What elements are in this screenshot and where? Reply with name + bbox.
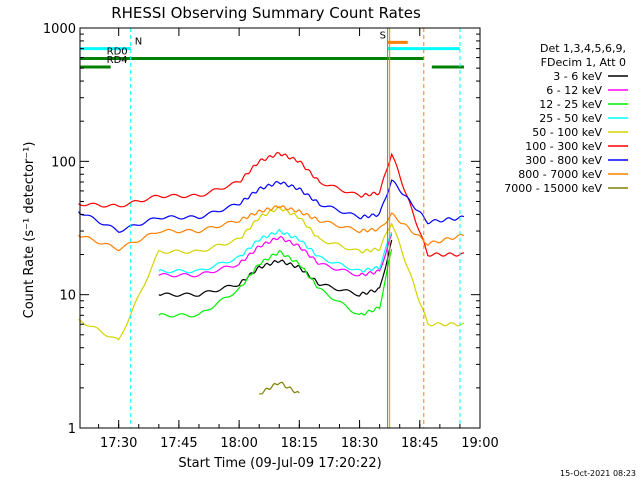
y-tick-label: 1000	[43, 22, 76, 37]
x-tick-label: 17:30	[100, 436, 137, 451]
y-tick-label: 100	[51, 155, 76, 170]
y-tick-label: 10	[59, 289, 76, 304]
flag-label: S	[380, 30, 386, 41]
legend-entry-label: 100 - 300 keV	[525, 140, 602, 153]
flag-label: RD4	[107, 55, 128, 66]
footer-timestamp: 15-Oct-2021 08:23	[560, 469, 636, 478]
legend-header-line-1: Det 1,3,4,5,6,9,	[540, 42, 626, 55]
series-line	[78, 179, 465, 233]
series-line	[259, 381, 300, 395]
chart-title: RHESSI Observing Summary Count Rates	[111, 4, 421, 22]
series-line	[78, 151, 464, 257]
series-line	[158, 239, 393, 297]
x-tick-label: 18:00	[220, 436, 257, 451]
legend-entry-label: 12 - 25 keV	[539, 98, 602, 111]
series-line-segment	[78, 151, 464, 257]
series-line-segment	[158, 233, 393, 278]
y-axis: 1 10 100 1000	[43, 22, 480, 437]
series-line-segment	[158, 228, 393, 274]
series-line	[78, 205, 465, 341]
legend-entry-label: 3 - 6 keV	[553, 70, 602, 83]
legend-entry-label: 6 - 12 keV	[546, 84, 602, 97]
legend-entry-label: 50 - 100 keV	[532, 126, 602, 139]
legend-header-line-2: FDecim 1, Att 0	[541, 56, 626, 69]
series-line	[158, 233, 393, 278]
legend: Det 1,3,4,5,6,9, FDecim 1, Att 0 3 - 6 k…	[504, 42, 628, 195]
legend-entry-label: 300 - 800 keV	[525, 154, 602, 167]
series-line-segment	[158, 248, 393, 318]
y-axis-label: Count Rate (s⁻¹ detector⁻¹)	[22, 142, 37, 319]
series-line-segment	[78, 179, 465, 233]
series-line-segment	[78, 205, 465, 252]
plot-frame	[79, 27, 481, 429]
series-line	[158, 248, 393, 318]
legend-entry-label: 800 - 7000 keV	[518, 168, 602, 181]
y-tick-label: 1	[68, 422, 76, 437]
series-line	[78, 205, 465, 252]
x-tick-label: 19:00	[461, 436, 498, 451]
x-tick-label: 17:45	[160, 436, 197, 451]
legend-entry-label: 7000 - 15000 keV	[504, 182, 602, 195]
series-line-segment	[259, 381, 300, 395]
x-tick-label: 18:45	[401, 436, 438, 451]
x-tick-label: 18:30	[341, 436, 378, 451]
x-axis: 17:30 17:45 18:00 18:15 18:30 18:45 19:00	[98, 28, 499, 451]
series-line-segment	[158, 239, 393, 297]
series-line	[158, 228, 393, 274]
x-axis-label: Start Time (09-Jul-09 17:20:22)	[178, 456, 381, 471]
series-line-segment	[78, 205, 465, 341]
flag-label: RD0	[107, 47, 128, 58]
flag-label: N	[135, 37, 142, 48]
legend-entry-label: 25 - 50 keV	[539, 112, 602, 125]
x-tick-label: 18:15	[281, 436, 318, 451]
